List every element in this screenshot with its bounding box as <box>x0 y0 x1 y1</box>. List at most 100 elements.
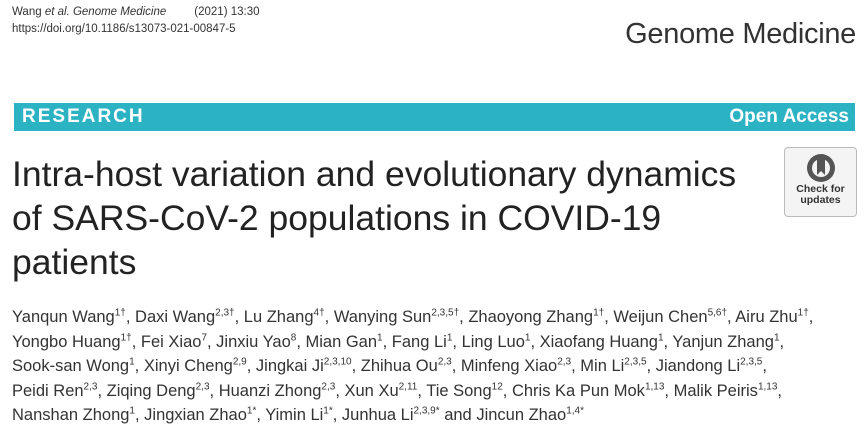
affiliation: 4† <box>313 307 325 319</box>
author: Jiandong Li2,3,5 <box>656 357 763 375</box>
author: Ziqing Deng2,3 <box>107 382 210 400</box>
author-name: Yongbo Huang <box>12 332 121 351</box>
author: Yimin Li1* <box>265 406 333 424</box>
affiliation: 1* <box>323 405 333 417</box>
affiliation: 2,3 <box>557 356 572 368</box>
separator: , <box>777 381 787 400</box>
affiliation: 1† <box>114 307 126 319</box>
affiliation: 1,4* <box>566 405 585 417</box>
author: Jincun Zhao1,4* <box>476 406 584 424</box>
author: Peidi Ren2,3 <box>12 382 97 400</box>
affiliation: 2,3,5† <box>431 307 460 319</box>
author-name: Jiandong Li <box>655 357 741 375</box>
affiliation: 2,9 <box>232 356 247 368</box>
author-name: Lu Zhang <box>243 308 314 326</box>
author: Minfeng Xiao2,3 <box>461 357 571 375</box>
author: Yongbo Huang1† <box>12 333 132 351</box>
author: Jinxiu Yao8 <box>216 333 296 351</box>
author: Xun Xu2,11 <box>345 382 418 400</box>
author-name: Ziqing Deng <box>106 381 196 400</box>
author-name: Jincun Zhao <box>476 406 567 424</box>
author: Fei Xiao7 <box>141 333 207 351</box>
author-name: Tie Song <box>426 381 492 400</box>
affiliation: 2,3 <box>83 381 98 392</box>
separator: , <box>134 406 145 424</box>
author: Lu Zhang4† <box>244 308 325 326</box>
author-name: Xinyi Cheng <box>143 357 233 375</box>
separator: , <box>296 332 306 351</box>
author: Yanqun Wang1† <box>12 308 126 326</box>
affiliation: 1 <box>657 332 664 343</box>
affiliation: 1,13 <box>644 381 665 392</box>
author-name: Zhaoyong Zhang <box>468 308 594 326</box>
affiliation: 1 <box>129 356 135 368</box>
author-name: Yanqun Wang <box>12 308 115 326</box>
author: Tie Song12 <box>426 382 503 400</box>
separator: , <box>351 357 361 375</box>
separator: , <box>779 332 789 351</box>
separator: , <box>571 357 581 375</box>
author-name: Yimin Li <box>265 406 324 424</box>
separator: , <box>206 332 217 351</box>
author: Xiaofang Huang1 <box>540 333 664 351</box>
author-name: Sook-san Wong <box>12 357 130 375</box>
separator: , <box>97 381 107 400</box>
citation: Wang et al. Genome Medicine (2021) 13:30 <box>12 4 260 21</box>
author: Yanjun Zhang1 <box>672 333 779 351</box>
separator: , <box>451 357 461 375</box>
author: Fang Li1 <box>392 333 453 351</box>
affiliation: 8 <box>290 332 297 343</box>
author: Chris Ka Pun Mok1,13 <box>512 382 664 400</box>
separator: , <box>382 332 392 351</box>
open-access: Open Access <box>729 106 849 127</box>
affiliation: 1 <box>446 332 453 343</box>
year-volume: (2021) 13:30 <box>194 6 260 18</box>
author-name: Jinxiu Yao <box>216 332 291 351</box>
author-name: Weijun Chen <box>613 308 708 326</box>
author: Junhua Li2,3,9* <box>342 406 440 424</box>
author: Mian Gan1 <box>306 333 383 351</box>
author: Jingkai Ji2,3,10 <box>256 357 352 375</box>
doi: https://doi.org/10.1186/s13073-021-00847… <box>12 23 236 35</box>
badge-icon <box>806 154 835 182</box>
journal-italic: et al. Genome Medicine <box>44 6 167 18</box>
separator: , <box>125 308 136 326</box>
separator: , <box>417 381 427 400</box>
badge-text: Check for updates <box>796 183 845 206</box>
author-name: Zhihua Ou <box>360 357 438 375</box>
affiliation: 2,3,9* <box>413 405 440 417</box>
affiliation: 2,3 <box>195 381 210 392</box>
affiliation: 2,3† <box>215 307 235 319</box>
author: Weijun Chen5,6† <box>613 308 727 326</box>
author: Xinyi Cheng2,9 <box>144 357 247 375</box>
affiliation: 1,13 <box>757 381 778 392</box>
affiliation: 7 <box>201 332 207 343</box>
author-name: Min Li <box>580 357 625 375</box>
author-name: Malik Peiris <box>673 381 758 400</box>
separator: and <box>439 406 477 424</box>
affiliation: 1† <box>797 307 809 319</box>
author: Jingxian Zhao1* <box>144 406 256 424</box>
check-updates-badge[interactable]: Check for updates <box>784 147 857 217</box>
separator: , <box>324 308 334 326</box>
banner: RESEARCH Open Access <box>14 103 855 131</box>
affiliation: 2,3 <box>321 381 336 392</box>
separator: , <box>256 406 266 424</box>
separator: , <box>604 308 614 326</box>
author: Zhihua Ou2,3 <box>361 357 452 375</box>
author: Wanying Sun2,3,5† <box>334 308 459 326</box>
author-name: Daxi Wang <box>135 308 216 326</box>
separator: , <box>332 406 342 424</box>
author: Min Li2,3,5 <box>580 357 646 375</box>
author: Daxi Wang2,3† <box>135 308 235 326</box>
author-name: Fei Xiao <box>140 332 202 351</box>
affiliation: 1 <box>773 332 780 343</box>
author-name: Jingxian Zhao <box>144 406 247 424</box>
separator: , <box>762 357 772 375</box>
separator: , <box>663 332 673 351</box>
separator: , <box>646 357 656 375</box>
header: Wang et al. Genome Medicine (2021) 13:30 … <box>12 4 260 38</box>
separator: , <box>664 381 674 400</box>
title: Intra-host variation and evolutionary dy… <box>12 154 737 282</box>
separator: , <box>459 308 469 326</box>
